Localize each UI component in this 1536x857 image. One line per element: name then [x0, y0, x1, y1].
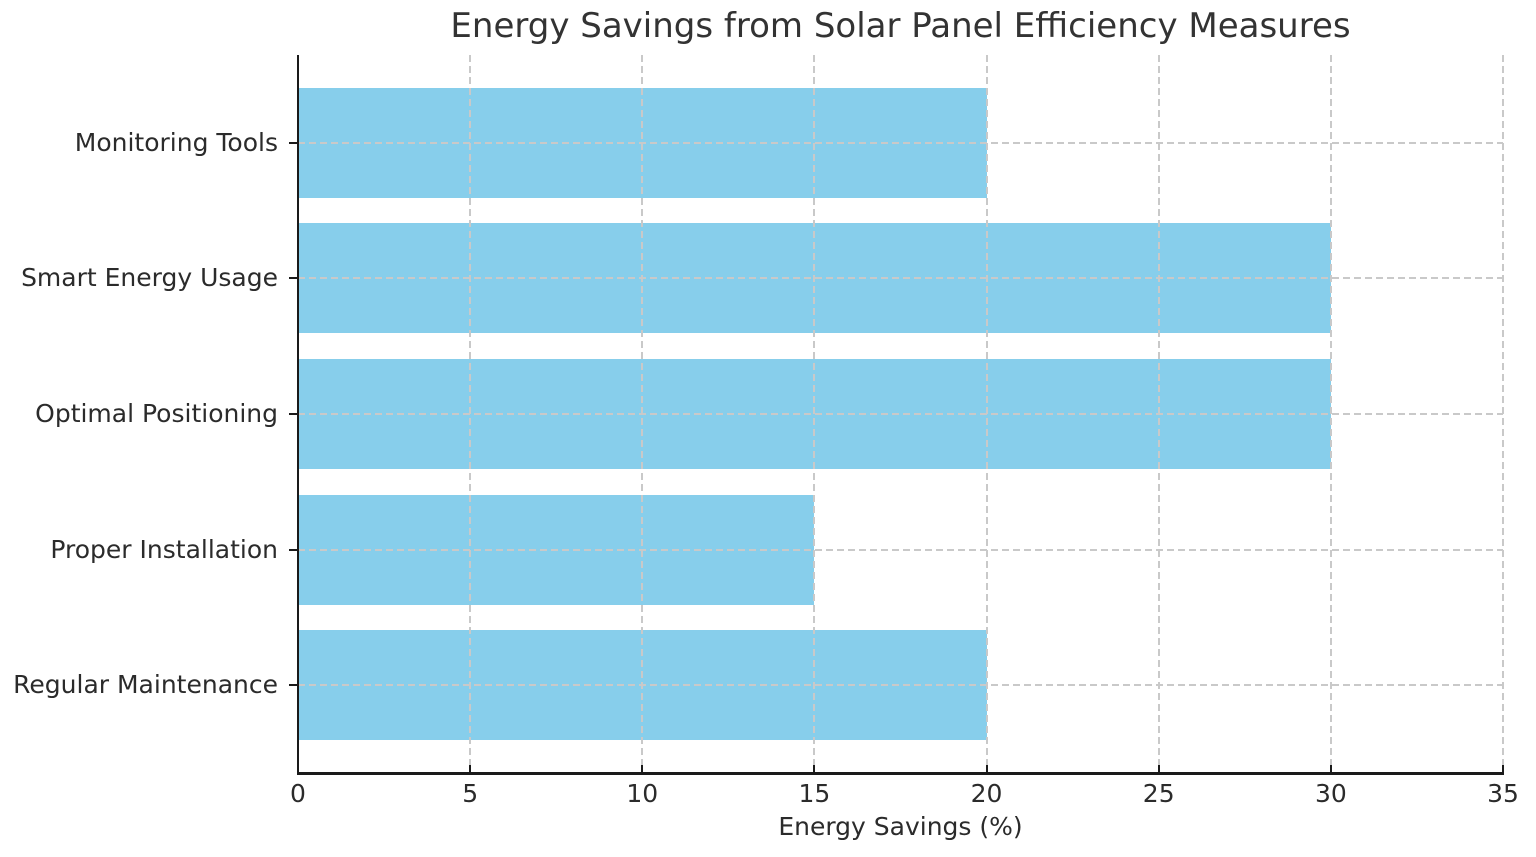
plot-area [297, 55, 1504, 773]
horizontal-gridline [298, 141, 1503, 144]
x-tick-label: 30 [1314, 779, 1347, 808]
y-tick-label: Optimal Positioning [35, 399, 278, 428]
x-tick-mark [985, 765, 988, 773]
x-tick-label: 0 [290, 779, 306, 808]
y-tick-label: Monitoring Tools [74, 127, 278, 157]
x-tick-mark [1157, 765, 1160, 773]
x-tick-label: 5 [462, 779, 479, 808]
x-tick-mark [1329, 765, 1332, 773]
y-tick-mark [289, 141, 298, 144]
x-tick-mark [469, 765, 472, 773]
x-tick-marks [297, 55, 1504, 773]
x-tick-label: 10 [626, 779, 659, 808]
vertical-gridline [1502, 55, 1504, 773]
x-tick-label: 25 [1142, 779, 1175, 808]
y-tick-mark [289, 548, 298, 551]
x-tick-mark [1502, 765, 1504, 773]
y-axis-spine [297, 55, 299, 774]
x-tick-label: 15 [798, 779, 831, 808]
y-tick-mark [289, 684, 298, 687]
y-tick-label: Regular Maintenance [13, 670, 278, 700]
x-axis-spine [297, 772, 1504, 775]
x-tick-label: 20 [970, 779, 1003, 808]
horizontal-gridline [298, 413, 1503, 415]
x-tick-label: 35 [1487, 779, 1519, 808]
y-tick-label: Smart Energy Usage [21, 263, 278, 293]
x-tick-mark [641, 765, 644, 773]
y-tick-mark [289, 277, 298, 280]
horizontal-gridline [298, 277, 1503, 280]
horizontal-gridline [298, 684, 1503, 687]
horizontal-gridline [298, 548, 1503, 551]
y-tick-label: Proper Installation [50, 534, 278, 564]
y-tick-mark [289, 413, 298, 415]
chart-title: Energy Savings from Solar Panel Efficien… [450, 6, 1351, 46]
x-axis-label: Energy Savings (%) [778, 812, 1023, 841]
x-tick-mark [813, 765, 816, 773]
gridline-layer [297, 55, 1504, 773]
